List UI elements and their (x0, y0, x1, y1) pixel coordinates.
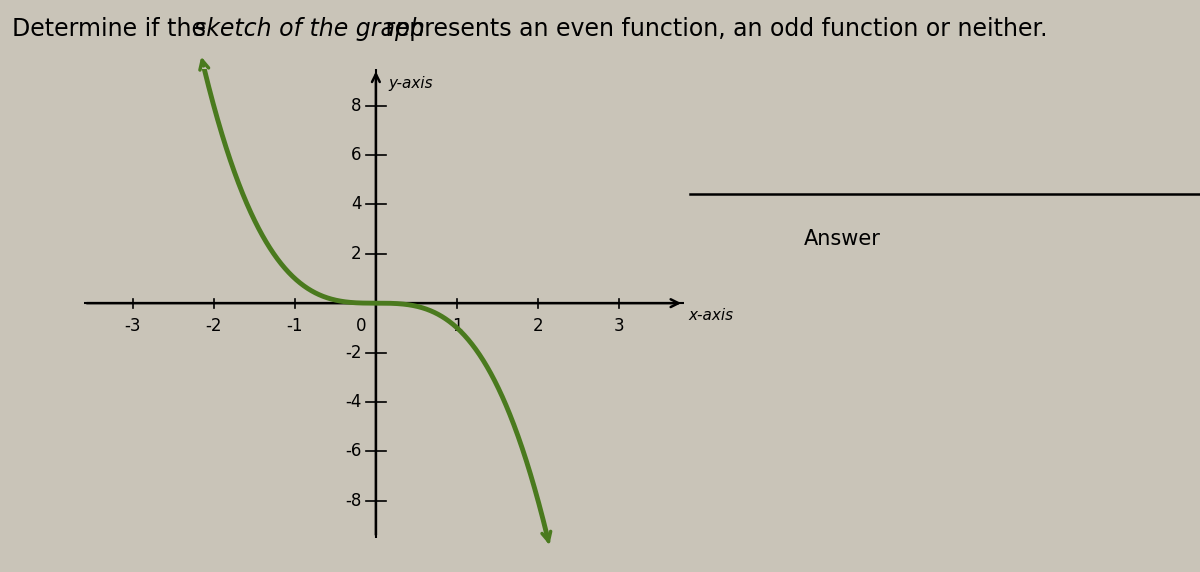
Text: -3: -3 (125, 317, 140, 335)
Text: Determine if the: Determine if the (12, 17, 214, 41)
Text: 4: 4 (350, 196, 361, 213)
Text: 1: 1 (451, 317, 462, 335)
Text: Answer: Answer (804, 229, 881, 249)
Text: 8: 8 (350, 97, 361, 114)
Text: 2: 2 (533, 317, 544, 335)
Text: -1: -1 (287, 317, 304, 335)
Text: -4: -4 (344, 393, 361, 411)
Text: y-axis: y-axis (388, 76, 433, 91)
Text: 3: 3 (614, 317, 624, 335)
Text: represents an even function, an odd function or neither.: represents an even function, an odd func… (378, 17, 1048, 41)
Text: 0: 0 (355, 317, 366, 335)
Text: 6: 6 (350, 146, 361, 164)
Text: 2: 2 (350, 245, 361, 263)
Text: -2: -2 (344, 344, 361, 362)
Text: -6: -6 (344, 442, 361, 460)
Text: -2: -2 (205, 317, 222, 335)
Text: sketch of the graph: sketch of the graph (194, 17, 425, 41)
Text: -8: -8 (344, 492, 361, 510)
Text: x-axis: x-axis (688, 308, 733, 323)
